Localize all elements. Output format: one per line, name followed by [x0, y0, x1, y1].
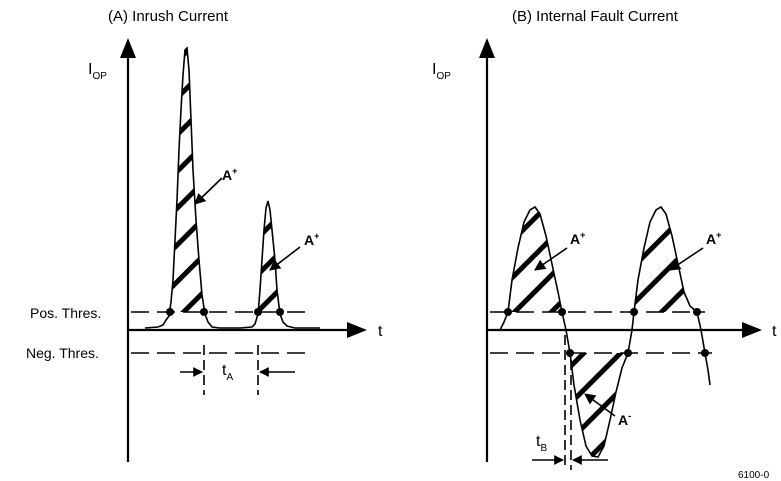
inrush-area-arrow-2: [269, 246, 301, 271]
fault-y-axis-arrow: [479, 38, 495, 58]
fault-y-axis-label: IOP: [432, 61, 451, 82]
fault-area-arrow-pos-1: [534, 247, 568, 271]
panel-inrush-title: (A) Inrush Current: [108, 8, 229, 25]
fault-tb-label: tB: [536, 433, 547, 454]
panel-fault-title: (B) Internal Fault Current: [512, 8, 679, 25]
inrush-area-label-1: A+: [222, 166, 237, 183]
inrush-x-axis-label: t: [378, 323, 383, 340]
inrush-x-axis-arrow: [347, 322, 367, 338]
fault-crossing-dot: [566, 349, 574, 357]
fault-crossing-dot: [693, 308, 701, 316]
inrush-ta-label: tA: [222, 362, 233, 383]
fault-area-label-pos-2: A+: [706, 230, 721, 247]
fault-area-pos-2: [634, 208, 697, 312]
inrush-area-arrow-1: [194, 177, 223, 205]
neg-threshold-label: Neg. Thres.: [26, 345, 99, 361]
fault-crossing-dot: [701, 349, 709, 357]
fault-crossing-dot: [504, 308, 512, 316]
fault-area-arrow-neg: [584, 393, 616, 417]
inrush-waveform: [144, 46, 320, 329]
fault-x-axis-arrow: [742, 322, 762, 338]
fault-crossing-dot: [558, 308, 566, 316]
inrush-crossing-dot: [254, 308, 262, 316]
inrush-area-pos-2: [258, 201, 280, 312]
inrush-area-label-2: A+: [304, 231, 319, 248]
inrush-crossing-dot: [166, 308, 174, 316]
inrush-crossing-dot: [276, 308, 284, 316]
fault-crossing-dot: [630, 308, 638, 316]
inrush-y-axis-arrow: [120, 38, 136, 58]
fault-x-axis-label: t: [772, 323, 777, 340]
inrush-crossing-dot: [200, 308, 208, 316]
figure-id: 6100-0: [738, 470, 770, 481]
inrush-y-axis-label: IOP: [88, 61, 107, 82]
fault-crossing-dot: [624, 349, 632, 357]
inrush-area-pos-1: [170, 49, 204, 312]
pos-threshold-label: Pos. Thres.: [30, 305, 101, 321]
fault-area-arrow-pos-2: [669, 247, 704, 271]
fault-area-label-pos-1: A+: [570, 230, 585, 247]
panel-fault: (B) Internal Fault Current IOP t A+ A+ A…: [432, 8, 777, 470]
panel-inrush: (A) Inrush Current IOP t Pos. Thres. Neg…: [26, 8, 383, 462]
fault-area-label-neg: A-: [618, 411, 631, 428]
